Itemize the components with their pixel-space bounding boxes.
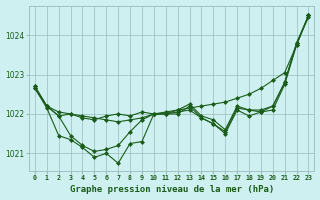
X-axis label: Graphe pression niveau de la mer (hPa): Graphe pression niveau de la mer (hPa) (69, 185, 274, 194)
